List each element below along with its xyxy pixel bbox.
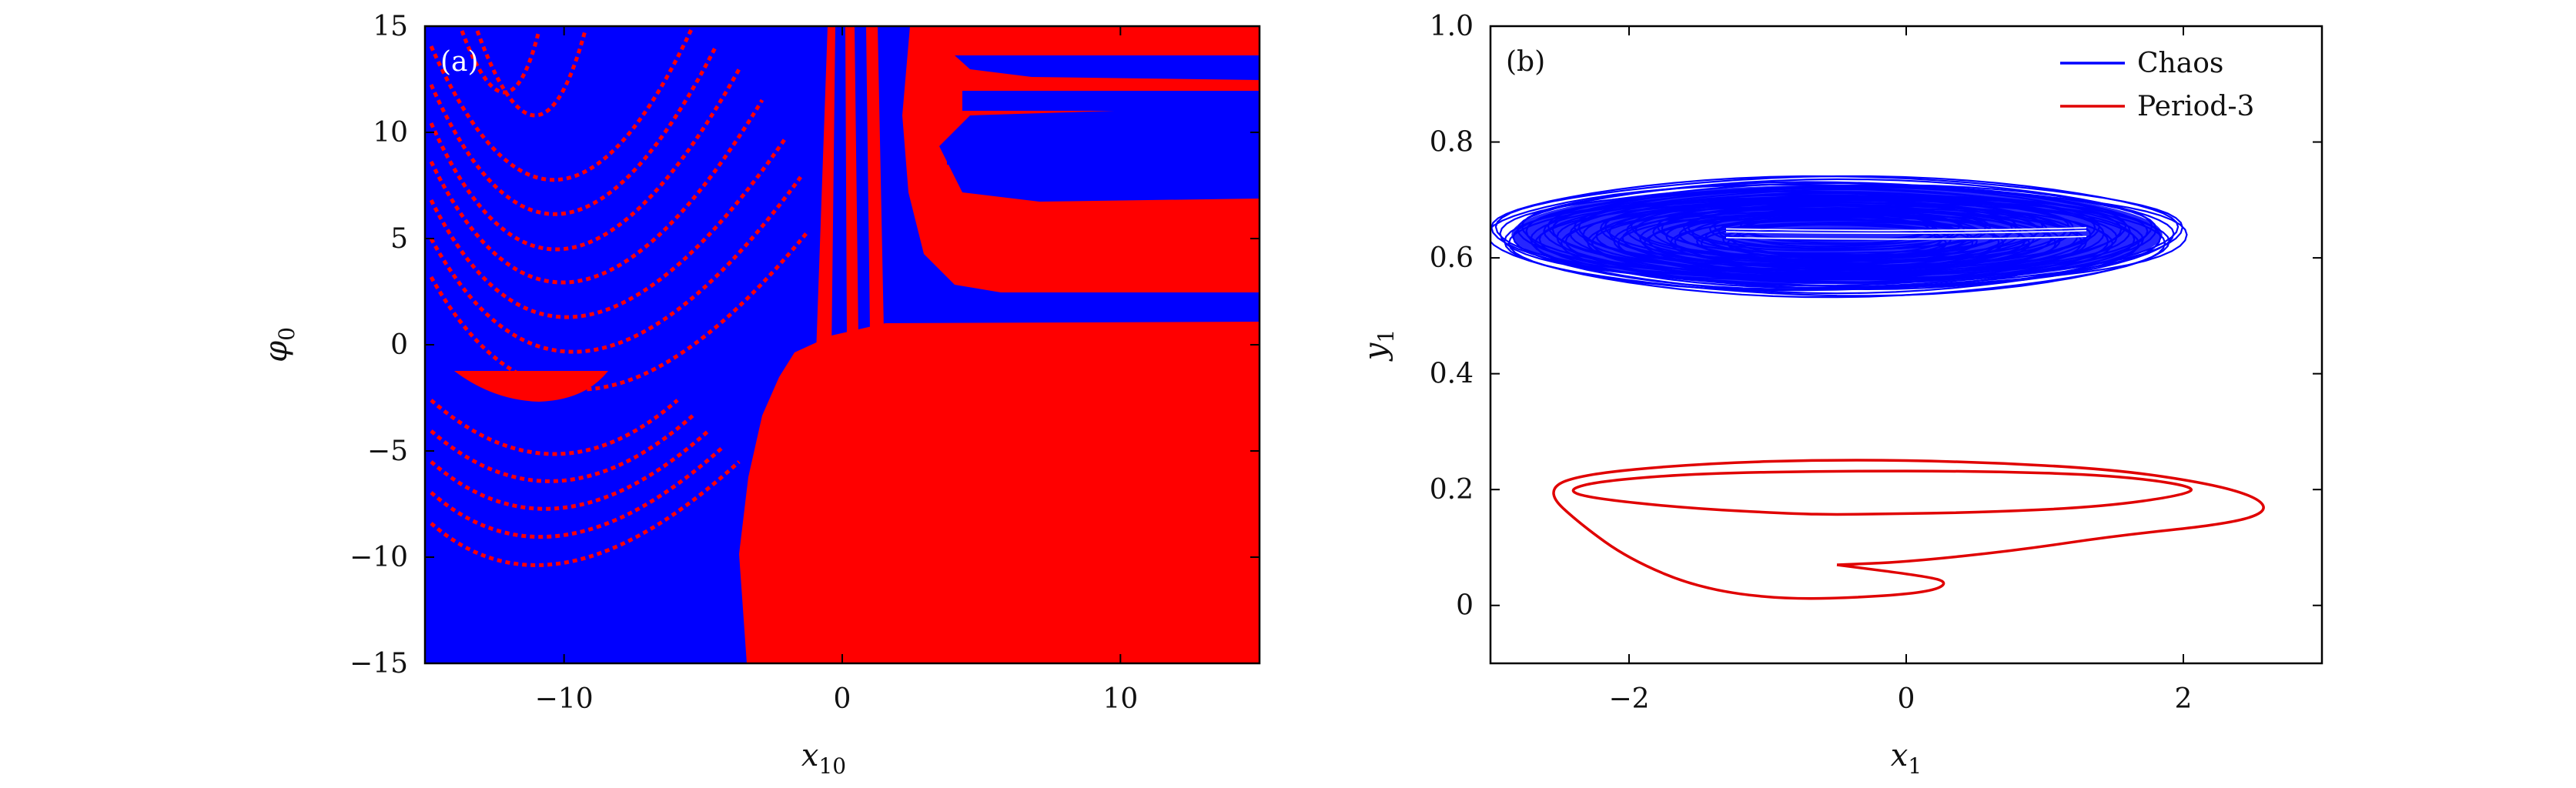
y-tick-label-a: −5 — [367, 436, 408, 467]
y-tick-label-b: 0.4 — [1430, 359, 1474, 390]
basin-blue-band — [962, 296, 1260, 319]
basin-red-region — [739, 322, 1260, 663]
legend-label-period3: Period-3 — [2137, 91, 2254, 122]
y-axis-label-b: y1 — [1358, 329, 1399, 362]
x-axis-label-a: x10 — [801, 738, 846, 779]
axes-a: −10 0 10 −15 −10 −5 0 5 10 15 — [350, 11, 1260, 715]
basin-red-spike — [816, 26, 835, 354]
x-tick-label-a: −10 — [535, 683, 594, 715]
y-tick-label-a: 0 — [390, 329, 408, 361]
period3-orbit-inner-loop — [1571, 469, 2193, 516]
chaos-band-fill — [1511, 185, 2163, 285]
x-tick-label-a: 10 — [1102, 683, 1138, 715]
panel-a: (a) −10 0 10 −15 −10 −5 0 5 10 15 x10 φ0 — [259, 11, 1261, 779]
x-tick-label-b: 2 — [2175, 683, 2193, 715]
y-tick-label-b: 0.2 — [1430, 474, 1474, 506]
chaos-inner-gap — [1725, 235, 2087, 240]
x-axis-label-b: x1 — [1891, 738, 1922, 779]
axes-b: −2 0 2 0 0.2 0.4 0.6 0.8 1.0 — [1430, 11, 2322, 715]
panel-b: (b) −2 0 2 0 0.2 0.4 0.6 0.8 1.0 Chaos Period-3 x… — [1358, 11, 2323, 779]
basin-red-crescent — [454, 371, 608, 402]
x-tick-label-b: −2 — [1608, 683, 1649, 715]
y-tick-label-a: 15 — [373, 11, 408, 42]
y-tick-label-b: 0.6 — [1430, 242, 1474, 274]
panel-label-a: (a) — [440, 46, 479, 78]
x-tick-label-b: 0 — [1898, 683, 1915, 715]
chaos-inner-gap — [1725, 227, 2087, 232]
basin-blue-band — [947, 154, 1260, 165]
y-tick-label-a: −10 — [350, 542, 408, 573]
y-tick-label-b: 0 — [1456, 590, 1474, 622]
basin-blue-band — [962, 91, 1260, 111]
y-axis-label-a: φ0 — [259, 327, 299, 362]
basin-red-spike — [845, 26, 858, 339]
phase-portrait — [1490, 175, 2265, 600]
period3-orbit — [1552, 459, 2265, 600]
basin-red-arcs — [429, 26, 810, 567]
y-tick-label-b: 1.0 — [1430, 11, 1474, 42]
basin-map — [425, 26, 1260, 663]
chaos-inner-gap — [1725, 229, 2087, 234]
y-tick-label-b: 0.8 — [1430, 127, 1474, 159]
y-tick-label-a: 5 — [390, 223, 408, 255]
legend-label-chaos: Chaos — [2137, 48, 2223, 79]
y-tick-label-a: 10 — [373, 117, 408, 149]
basin-red-spike — [866, 26, 884, 331]
panel-label-b: (b) — [1506, 46, 1545, 78]
y-tick-label-a: −15 — [350, 648, 408, 679]
x-tick-label-a: 0 — [834, 683, 851, 715]
legend: Chaos Period-3 — [2060, 48, 2254, 122]
